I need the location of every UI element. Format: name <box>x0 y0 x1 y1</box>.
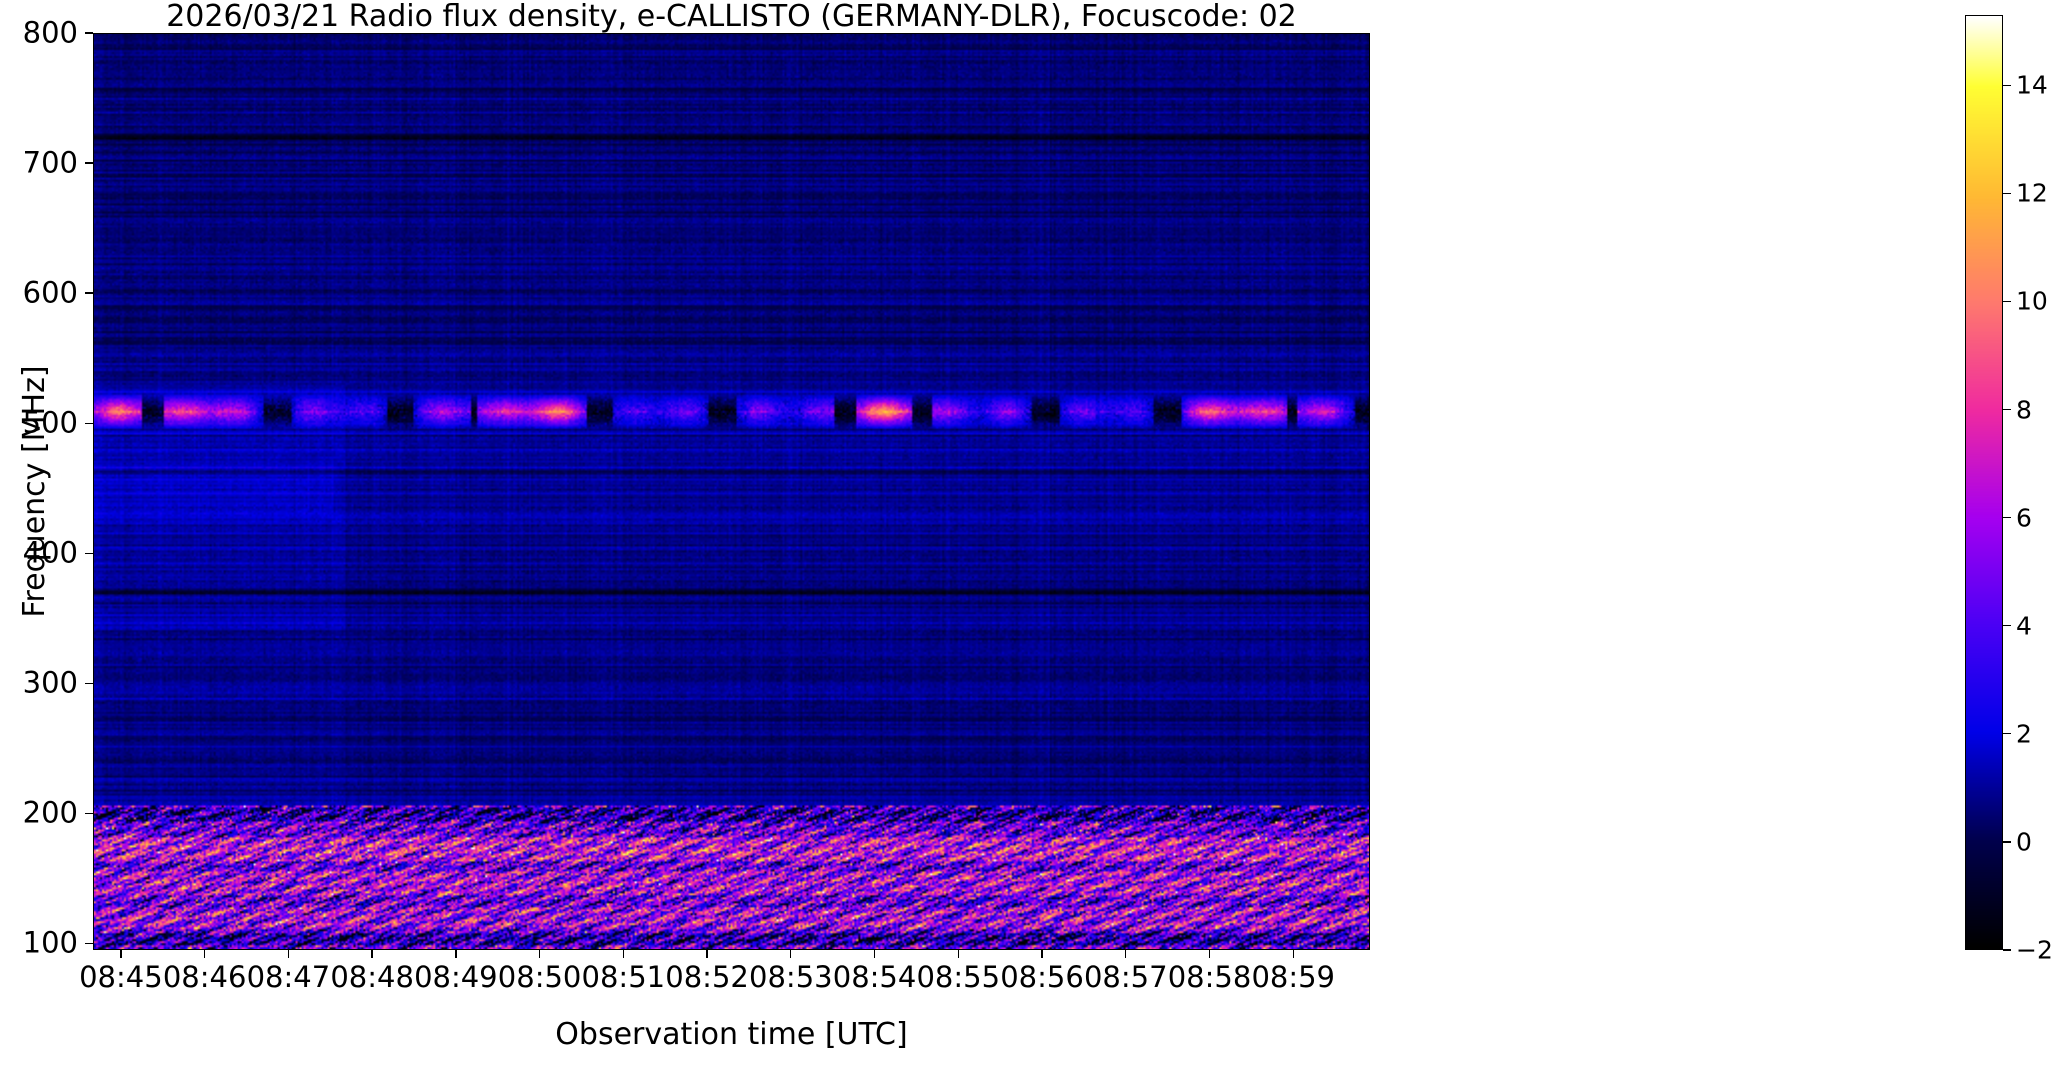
y-tick-label: 200 <box>22 795 78 830</box>
x-tick-mark <box>1208 950 1211 958</box>
x-axis-tick-labels: 08:45 08:46 08:47 08:48 08:49 08:50 08:51 08:52… <box>0 960 1500 1000</box>
x-tick-mark <box>538 950 541 958</box>
page-title: 2026/03/21 Radio flux density, e-CALLIST… <box>166 0 1297 34</box>
x-axis-tick-marks <box>0 950 1500 959</box>
colorbar-tick-mark <box>2003 733 2011 735</box>
x-tick-label: 08:58 <box>1167 960 1252 994</box>
x-tick-label: 08:59 <box>1251 960 1336 994</box>
x-tick-mark <box>1041 950 1043 958</box>
x-tick-mark <box>1125 950 1127 958</box>
spectrogram-heatmap[interactable] <box>94 34 1369 949</box>
colorbar-label: dB above background <box>2062 318 2066 647</box>
colorbar-tick-mark <box>2003 949 2011 951</box>
colorbar[interactable] <box>1965 15 2003 950</box>
y-tick-mark <box>85 422 93 424</box>
colorbar-bar <box>1965 15 2003 950</box>
y-tick-label: 800 <box>22 15 78 50</box>
colorbar-tick-mark <box>2003 84 2011 86</box>
x-tick-label: 08:46 <box>162 960 247 994</box>
x-tick-label: 08:55 <box>916 960 1001 994</box>
y-tick-label: 600 <box>22 275 78 310</box>
x-tick-mark <box>873 950 876 958</box>
colorbar-tick-label: 6 <box>2016 503 2032 533</box>
x-tick-label: 08:49 <box>414 960 498 994</box>
colorbar-tick-mark <box>2003 408 2011 411</box>
colorbar-gradient <box>1966 16 2002 949</box>
x-tick-mark <box>455 950 457 958</box>
x-tick-mark <box>287 950 290 958</box>
colorbar-ticks: −2 0 2 4 6 8 10 12 14 <box>2003 15 2063 963</box>
x-tick-label: 08:48 <box>330 960 414 994</box>
colorbar-tick-label: 2 <box>2016 719 2032 749</box>
y-tick-label: 700 <box>22 145 78 180</box>
x-tick-label: 08:54 <box>832 960 917 994</box>
colorbar-tick-mark <box>2003 625 2011 627</box>
x-tick-label: 08:50 <box>497 960 582 994</box>
x-tick-label: 08:57 <box>1083 960 1168 994</box>
colorbar-tick-mark <box>2003 192 2011 194</box>
x-tick-mark <box>371 950 373 958</box>
y-axis-tick-marks <box>85 0 94 1067</box>
colorbar-tick-label: 0 <box>2016 827 2032 857</box>
y-axis-tick-labels: 800 700 600 500 400 300 200 100 <box>0 0 78 1067</box>
colorbar-tick-label: 8 <box>2016 395 2032 425</box>
y-tick-mark <box>85 812 93 815</box>
y-tick-label: 500 <box>22 405 78 440</box>
x-axis-label: Observation time [UTC] <box>555 1017 908 1052</box>
colorbar-tick-label: 12 <box>2016 178 2048 208</box>
colorbar-tick-mark <box>2003 516 2011 519</box>
y-tick-label: 400 <box>22 535 78 570</box>
x-tick-label: 08:56 <box>1000 960 1084 994</box>
y-tick-mark <box>85 682 93 684</box>
y-tick-label: 300 <box>22 665 78 700</box>
x-tick-label: 08:51 <box>581 960 666 994</box>
x-tick-label: 08:53 <box>749 960 833 994</box>
colorbar-tick-mark <box>2003 841 2011 843</box>
plot-area[interactable] <box>93 33 1370 950</box>
x-tick-mark <box>204 950 206 958</box>
x-tick-mark <box>622 950 624 958</box>
colorbar-tick-mark <box>2003 300 2011 303</box>
x-tick-label: 08:52 <box>665 960 749 994</box>
x-tick-mark <box>1292 950 1294 958</box>
x-tick-label: 08:45 <box>79 960 163 994</box>
x-tick-label: 08:47 <box>246 960 331 994</box>
x-tick-mark <box>120 950 122 958</box>
colorbar-tick-label: 10 <box>2016 286 2048 316</box>
colorbar-tick-label: 14 <box>2016 70 2048 100</box>
x-tick-mark <box>957 950 959 958</box>
y-tick-label: 100 <box>22 925 78 960</box>
colorbar-tick-label: −2 <box>2016 935 2053 965</box>
x-tick-mark <box>790 950 792 958</box>
y-tick-mark <box>85 162 93 164</box>
x-tick-mark <box>706 950 708 958</box>
y-tick-mark <box>85 552 93 554</box>
y-tick-mark <box>85 942 93 945</box>
colorbar-tick-label: 4 <box>2016 611 2032 641</box>
y-tick-mark <box>85 32 93 34</box>
y-tick-mark <box>85 292 93 294</box>
